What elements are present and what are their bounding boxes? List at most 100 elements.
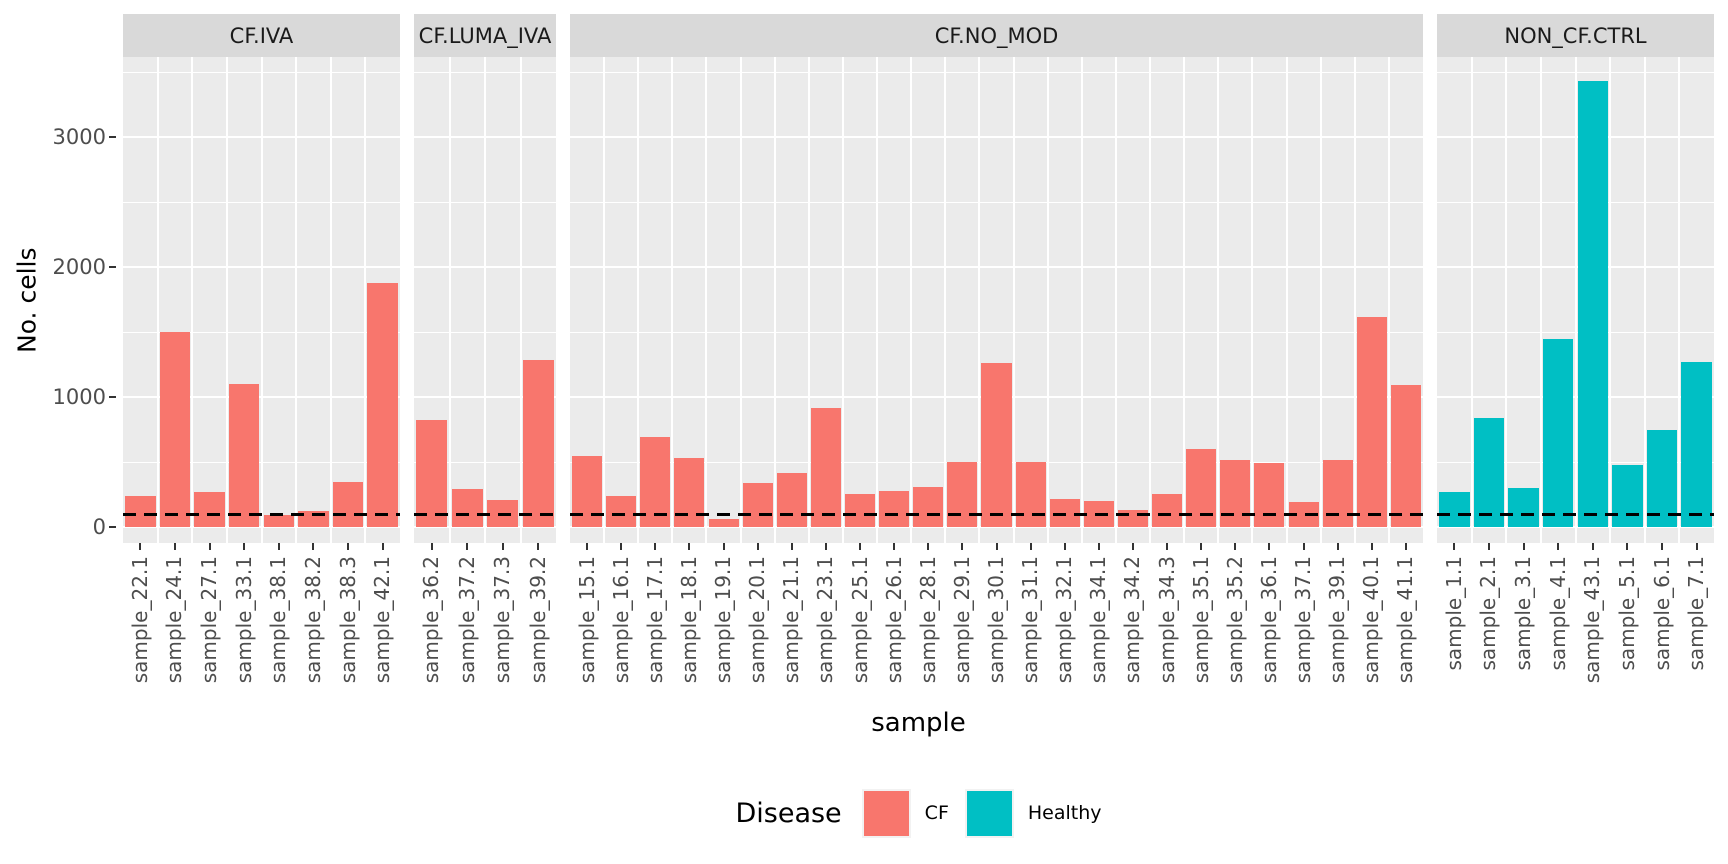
- category-gridline: [1574, 57, 1577, 543]
- facet-strip: CF.LUMA_IVA: [414, 14, 556, 57]
- x-tick-label: sample_29.1: [949, 556, 974, 684]
- x-tick-mark: [654, 543, 657, 550]
- category-gridline: [1387, 57, 1390, 543]
- category-gridline: [773, 57, 776, 543]
- facet-panel: [1437, 57, 1714, 543]
- bar-sample_26.1: [879, 490, 910, 527]
- legend: Disease CF Healthy: [123, 782, 1714, 844]
- category-gridline: [671, 57, 674, 543]
- bar-sample_42.1: [367, 282, 398, 527]
- threshold-line: [414, 512, 556, 516]
- gridline-minor: [570, 72, 1423, 73]
- x-tick-label: sample_34.3: [1154, 556, 1179, 684]
- x-tick-mark: [277, 543, 280, 550]
- x-tick-mark: [139, 543, 142, 550]
- x-tick-mark: [1029, 543, 1032, 550]
- category-gridline: [910, 57, 913, 543]
- x-tick-label: sample_16.1: [608, 556, 633, 684]
- x-tick-label: sample_42.1: [370, 556, 395, 684]
- bar-sample_23.1: [810, 408, 841, 527]
- threshold-line: [570, 512, 1423, 516]
- x-tick-mark: [381, 543, 384, 550]
- category-gridline: [876, 57, 879, 543]
- x-tick-mark: [961, 543, 964, 550]
- bar-sample_43.1: [1577, 81, 1609, 527]
- x-tick-mark: [347, 543, 350, 550]
- x-tick-mark: [1336, 543, 1339, 550]
- x-tick-label: sample_25.1: [847, 556, 872, 684]
- x-tick-mark: [1063, 543, 1066, 550]
- legend-title: Disease: [735, 797, 842, 829]
- bar-sample_3.1: [1508, 488, 1539, 527]
- y-tick-mark: [109, 136, 116, 138]
- legend-swatch-cf: [863, 790, 909, 836]
- x-tick-label: sample_32.1: [1052, 556, 1077, 684]
- category-gridline: [841, 57, 844, 543]
- bar-sample_15.1: [572, 456, 603, 527]
- category-gridline: [1114, 57, 1117, 543]
- category-gridline: [978, 57, 981, 543]
- bar-sample_20.1: [742, 483, 773, 527]
- category-gridline: [1251, 57, 1254, 543]
- legend-label-healthy: Healthy: [1027, 802, 1102, 824]
- x-tick-label: sample_38.1: [266, 556, 291, 684]
- category-gridline: [1678, 57, 1681, 543]
- x-tick-mark: [1234, 543, 1237, 550]
- category-gridline: [519, 57, 522, 543]
- gridline-major: [570, 136, 1423, 138]
- x-tick-label: sample_21.1: [779, 556, 804, 684]
- legend-item-healthy: Healthy: [966, 790, 1102, 836]
- x-tick-mark: [927, 543, 930, 550]
- x-tick-mark: [1453, 543, 1456, 550]
- x-tick-label: sample_15.1: [574, 556, 599, 684]
- x-tick-mark: [312, 543, 315, 550]
- x-tick-mark: [1404, 543, 1407, 550]
- x-tick-label: sample_37.1: [1291, 556, 1316, 684]
- bar-sample_37.2: [451, 488, 483, 527]
- x-tick-mark: [1522, 543, 1525, 550]
- facet-panel: [414, 57, 556, 543]
- x-tick-mark: [1661, 543, 1664, 550]
- bar-sample_36.1: [1254, 463, 1285, 527]
- x-tick-label: sample_17.1: [642, 556, 667, 684]
- x-tick-mark: [1268, 543, 1271, 550]
- category-gridline: [295, 57, 298, 543]
- bar-sample_25.1: [845, 493, 876, 527]
- facet-strip: CF.NO_MOD: [570, 14, 1423, 57]
- x-tick-label: sample_31.1: [1018, 556, 1043, 684]
- y-tick-label: 2000: [52, 255, 106, 279]
- category-gridline: [705, 57, 708, 543]
- x-axis-title: sample: [871, 708, 966, 738]
- category-gridline: [603, 57, 606, 543]
- x-tick-mark: [208, 543, 211, 550]
- bar-sample_7.1: [1681, 361, 1712, 527]
- category-gridline: [1149, 57, 1152, 543]
- y-tick-label: 1000: [52, 385, 106, 409]
- x-tick-mark: [1591, 543, 1594, 550]
- x-tick-label: sample_35.2: [1222, 556, 1247, 684]
- legend-label-cf: CF: [924, 802, 949, 824]
- x-tick-label: sample_37.2: [454, 556, 479, 684]
- gridline-minor: [570, 202, 1423, 203]
- bar-sample_1.1: [1439, 491, 1470, 527]
- category-gridline: [364, 57, 367, 543]
- x-tick-mark: [1557, 543, 1560, 550]
- x-tick-mark: [1131, 543, 1134, 550]
- x-tick-label: sample_36.2: [419, 556, 444, 684]
- bar-sample_6.1: [1646, 430, 1678, 527]
- category-gridline: [1285, 57, 1288, 543]
- x-tick-mark: [1487, 543, 1490, 550]
- bar-sample_18.1: [674, 458, 705, 527]
- category-gridline: [1470, 57, 1473, 543]
- bar-sample_2.1: [1473, 417, 1505, 527]
- category-gridline: [739, 57, 742, 543]
- x-tick-label: sample_4.1: [1545, 556, 1570, 671]
- x-tick-mark: [859, 543, 862, 550]
- x-tick-mark: [790, 543, 793, 550]
- facet-panel: [570, 57, 1423, 543]
- category-gridline: [260, 57, 263, 543]
- x-tick-label: sample_3.1: [1511, 556, 1536, 671]
- x-tick-label: sample_30.1: [984, 556, 1008, 684]
- x-tick-label: sample_40.1: [1359, 556, 1384, 684]
- category-gridline: [484, 57, 486, 543]
